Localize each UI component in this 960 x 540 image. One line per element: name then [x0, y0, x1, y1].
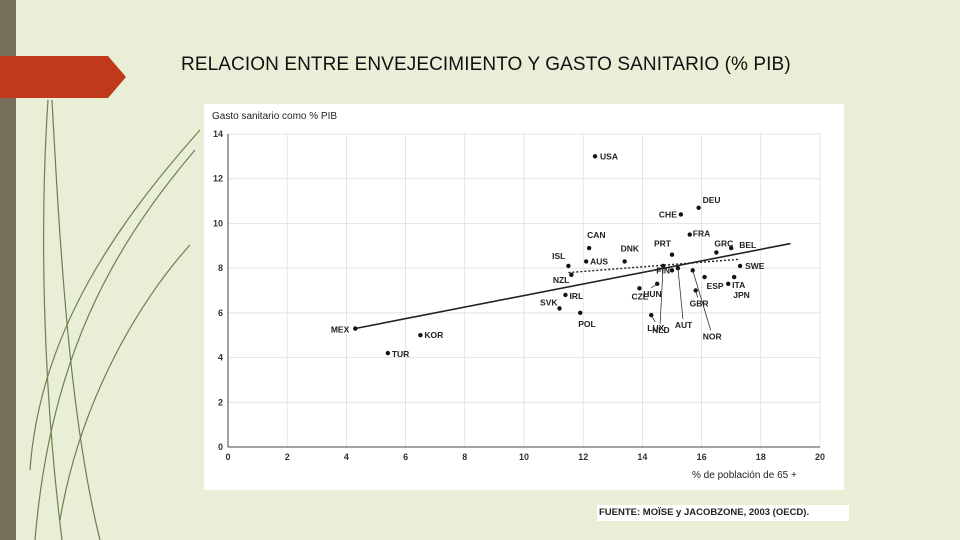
- point-label-che: CHE: [659, 209, 677, 219]
- point-label-gbr: GBR: [690, 299, 709, 309]
- data-point-ita: [731, 274, 737, 280]
- leader-line-hun: [650, 283, 658, 289]
- y-tick-label: 4: [218, 353, 223, 363]
- data-point-swe: [737, 263, 743, 269]
- point-label-grc: GRC: [714, 238, 733, 248]
- point-label-dnk: DNK: [621, 243, 640, 253]
- leader-line-aut: [677, 268, 684, 320]
- point-label-aus: AUS: [590, 256, 608, 266]
- data-point-aut: [675, 265, 681, 271]
- point-label-can: CAN: [587, 230, 605, 240]
- point-label-mex: MEX: [331, 325, 350, 335]
- data-point-nzl: [569, 272, 574, 278]
- data-point-tur: [385, 350, 391, 356]
- data-point-svk: [557, 306, 562, 311]
- title-arrow-marker: [0, 56, 126, 98]
- data-point-grc: [714, 250, 719, 255]
- slide-title: RELACION ENTRE ENVEJECIMIENTO Y GASTO SA…: [181, 54, 791, 75]
- x-axis-label: % de población de 65 +: [692, 470, 797, 481]
- data-point-pol: [578, 310, 583, 316]
- trend-line-solid: [355, 242, 791, 330]
- point-label-irl: IRL: [569, 291, 583, 301]
- y-tick-label: 6: [218, 308, 223, 318]
- data-point-deu: [696, 205, 701, 210]
- x-tick-label: 10: [519, 452, 529, 462]
- data-point-esp: [702, 274, 707, 280]
- point-label-lux: LUX: [647, 323, 664, 333]
- y-tick-label: 12: [213, 174, 223, 184]
- point-label-jpn: JPN: [733, 290, 750, 300]
- leader-line-gbr: [695, 290, 699, 298]
- point-label-ita: ITA: [732, 280, 745, 290]
- point-label-tur: TUR: [392, 349, 409, 359]
- data-point-cze: [637, 286, 642, 291]
- x-tick-label: 4: [344, 452, 349, 462]
- data-point-nor: [690, 268, 695, 273]
- point-label-esp: ESP: [707, 281, 724, 291]
- x-tick-label: 12: [578, 452, 588, 462]
- x-tick-label: 8: [462, 452, 467, 462]
- x-tick-label: 16: [697, 452, 707, 462]
- data-point-kor: [418, 333, 423, 338]
- x-tick-label: 14: [637, 452, 647, 462]
- y-tick-label: 10: [213, 218, 223, 228]
- data-point-che: [678, 212, 684, 217]
- data-point-mex: [353, 326, 358, 331]
- data-point-bel: [729, 245, 734, 251]
- x-tick-label: 0: [225, 452, 230, 462]
- trend-lines: [355, 242, 791, 330]
- data-points: USADEUCHEFRACANGRCBELPRTDNKISLAUSSWEFINN…: [331, 151, 765, 359]
- point-label-nzl: NZL: [553, 275, 570, 285]
- point-label-aut: AUT: [675, 320, 693, 330]
- data-point-hun: [655, 281, 660, 286]
- point-label-deu: DEU: [703, 195, 721, 205]
- point-label-fra: FRA: [693, 229, 710, 239]
- point-label-prt: PRT: [654, 239, 672, 249]
- leader-line-nld: [659, 265, 664, 324]
- point-label-swe: SWE: [745, 261, 765, 271]
- scatter-chart: 0 2 4 6 8 10 12 14 16 18 20 0 2 4 6 8 10 12 14 USA DEU CHE FR…: [212, 111, 825, 481]
- x-tick-label: 20: [815, 452, 825, 462]
- data-point-fra: [687, 232, 692, 237]
- point-label-cze: CZE: [631, 291, 648, 301]
- point-label-pol: POL: [578, 319, 595, 329]
- point-label-bel: BEL: [739, 240, 756, 250]
- data-point-fin: [669, 268, 675, 273]
- point-label-hun: HUN: [643, 289, 661, 299]
- point-label-svk: SVK: [540, 297, 558, 307]
- left-sidebar-bar: [0, 0, 16, 540]
- data-point-usa: [592, 154, 598, 159]
- data-point-can: [586, 245, 592, 251]
- data-point-prt: [669, 252, 675, 257]
- point-label-nld: NLD: [652, 325, 669, 335]
- y-tick-label: 2: [218, 397, 223, 407]
- point-label-usa: USA: [600, 151, 618, 161]
- axes: [227, 134, 820, 448]
- y-tick-label: 0: [218, 442, 223, 452]
- grid: [227, 133, 821, 448]
- leader-line-lux: [650, 314, 656, 323]
- data-point-lux: [649, 312, 654, 318]
- x-tick-label: 18: [756, 452, 766, 462]
- point-label-nor: NOR: [703, 331, 722, 341]
- y-tick-label: 8: [218, 263, 223, 273]
- x-tick-label: 6: [403, 452, 408, 462]
- y-axis-label: Gasto sanitario como % PIB: [212, 111, 337, 122]
- source-note: FUENTE: MOÏSE y JACOBZONE, 2003 (OECD).: [597, 505, 849, 521]
- data-point-irl: [563, 292, 568, 298]
- tick-labels: 0 2 4 6 8 10 12 14 16 18 20 0 2 4 6 8 10 12 14: [213, 129, 825, 462]
- data-point-jpn: [726, 281, 731, 286]
- leader-line-nor: [692, 270, 712, 331]
- data-point-isl: [566, 263, 571, 269]
- point-label-kor: KOR: [424, 330, 443, 340]
- data-point-aus: [583, 259, 589, 264]
- y-tick-label: 14: [213, 129, 223, 139]
- x-tick-label: 2: [285, 452, 290, 462]
- trend-line-dotted: [568, 258, 741, 274]
- data-point-dnk: [622, 259, 627, 264]
- chart-panel: 0 2 4 6 8 10 12 14 16 18 20 0 2 4 6 8 10 12 14 USA DEU CHE FR…: [204, 104, 844, 490]
- point-label-isl: ISL: [552, 251, 565, 261]
